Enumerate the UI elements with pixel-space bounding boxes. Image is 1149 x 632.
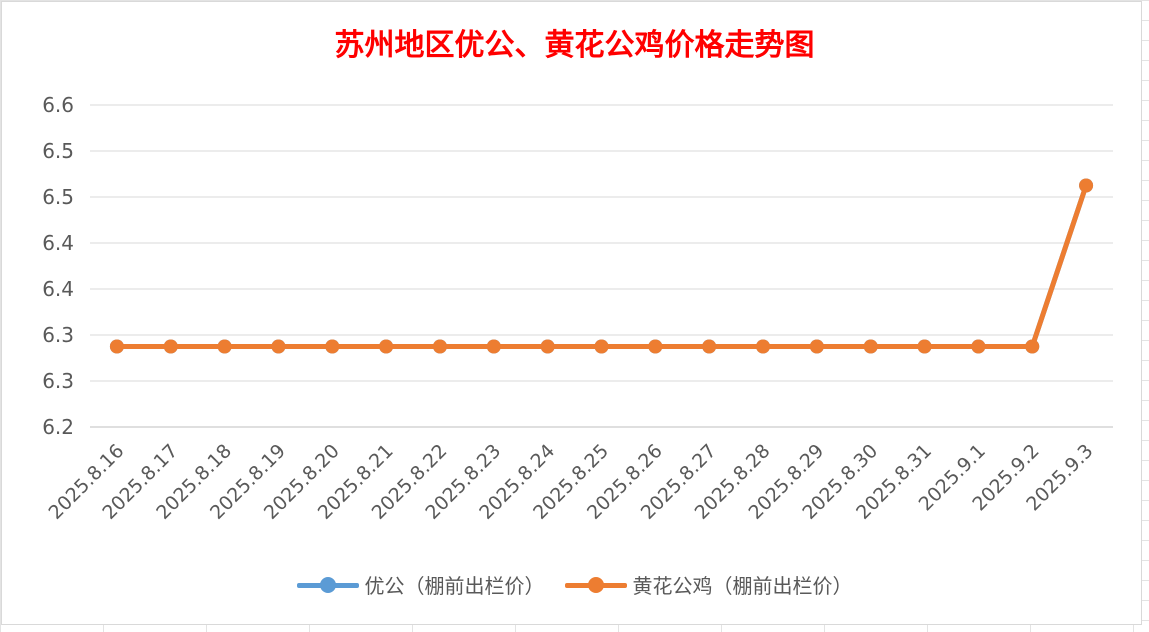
- y-tick-label: 6.3: [42, 323, 74, 347]
- y-tick-label: 6.5: [42, 139, 74, 163]
- y-tick-label: 6.2: [42, 415, 74, 439]
- data-point-1: [432, 339, 447, 354]
- y-tick-label: 6.3: [42, 369, 74, 393]
- data-point-1: [648, 339, 663, 354]
- data-point-1: [863, 339, 878, 354]
- data-point-1: [379, 339, 394, 354]
- data-point-1: [971, 339, 986, 354]
- data-point-1: [594, 339, 609, 354]
- data-point-1: [1079, 178, 1094, 193]
- data-point-1: [702, 339, 717, 354]
- legend-item-youigong[interactable]: 优公（棚前出栏价）: [296, 570, 545, 599]
- data-point-1: [163, 339, 178, 354]
- legend-item-huanghua[interactable]: 黄花公鸡（棚前出栏价）: [564, 570, 853, 599]
- data-point-1: [756, 339, 771, 354]
- y-tick-label: 6.4: [42, 231, 74, 255]
- data-point-1: [271, 339, 286, 354]
- chart-title: 苏州地区优公、黄花公鸡价格走势图: [334, 28, 815, 63]
- data-point-1: [1025, 339, 1040, 354]
- data-point-1: [917, 339, 932, 354]
- data-point-1: [486, 339, 501, 354]
- legend-swatch-youigong: [296, 575, 359, 595]
- y-tick-label: 6.4: [42, 277, 74, 301]
- y-tick-label: 6.6: [42, 93, 74, 117]
- data-point-1: [109, 339, 124, 354]
- data-point-1: [217, 339, 232, 354]
- legend[interactable]: 优公（棚前出栏价） 黄花公鸡（棚前出栏价）: [0, 570, 1149, 599]
- series-line-0: [114, 183, 1089, 349]
- data-point-1: [325, 339, 340, 354]
- y-tick-label: 6.5: [42, 185, 74, 209]
- data-point-1: [540, 339, 555, 354]
- series-line-1: [114, 183, 1089, 349]
- legend-swatch-huanghua: [564, 575, 627, 595]
- legend-label-huanghua: 黄花公鸡（棚前出栏价）: [632, 574, 853, 598]
- legend-label-youigong: 优公（棚前出栏价）: [364, 574, 545, 598]
- data-point-1: [809, 339, 824, 354]
